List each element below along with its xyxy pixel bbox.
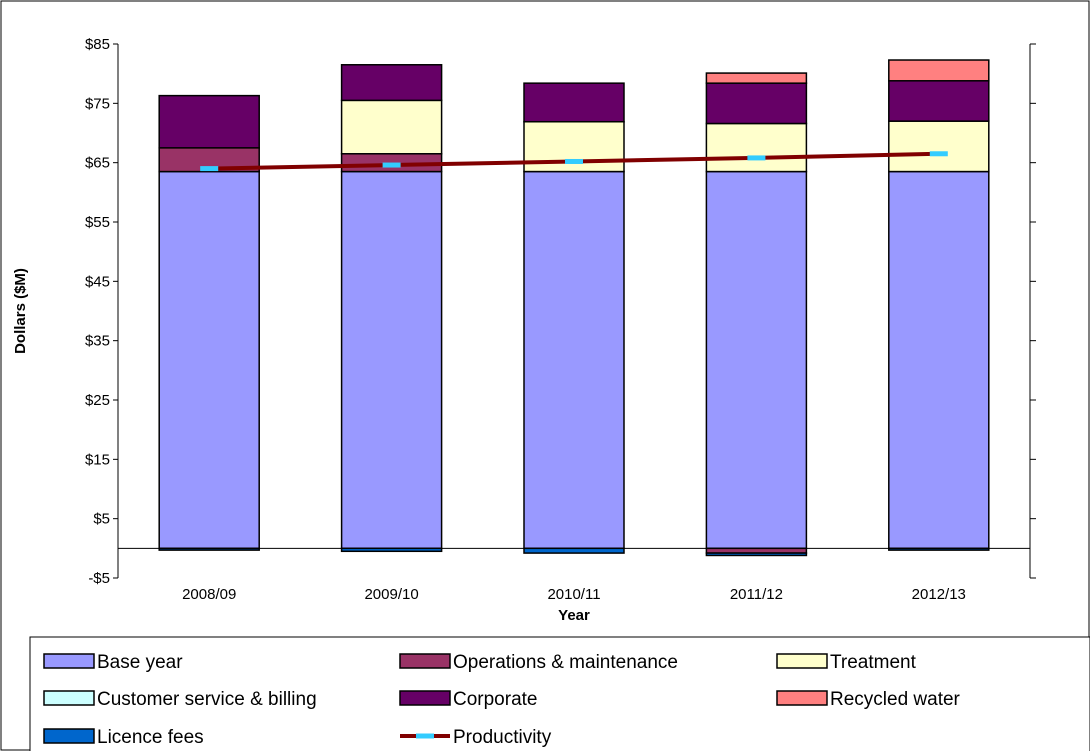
legend-label: Recycled water (830, 689, 961, 710)
legend-swatch (399, 690, 451, 706)
bar-segment (888, 170, 990, 550)
y-tick-label: $55 (85, 214, 110, 231)
legend-box (29, 636, 1090, 756)
bar-segment (523, 170, 625, 550)
bar-segment (888, 120, 990, 173)
bar-segment (340, 547, 443, 553)
bar-segment (158, 170, 260, 550)
bar-segment (340, 99, 443, 155)
bar-segment (340, 64, 443, 102)
bar-segment (888, 547, 990, 551)
legend-label: Treatment (830, 652, 917, 673)
x-tick-label: 2009/10 (364, 586, 418, 603)
x-tick-label: 2010/11 (547, 586, 600, 603)
bar-segment (888, 80, 990, 122)
y-tick-label: $65 (85, 155, 110, 172)
bar-segment (523, 82, 625, 123)
legend-label: Licence fees (97, 727, 204, 748)
legend-label: Base year (97, 652, 183, 673)
x-tick-label: 2012/13 (912, 586, 966, 603)
x-axis-title: Year (558, 607, 590, 624)
legend-label: Customer service & billing (97, 689, 317, 710)
y-tick-label: $35 (85, 333, 110, 350)
productivity-marker (382, 162, 401, 168)
legend-label: Productivity (453, 727, 552, 748)
legend-swatch (43, 728, 95, 744)
productivity-marker (929, 151, 948, 157)
y-tick-label: $75 (85, 95, 110, 112)
y-tick-label: $45 (85, 273, 110, 290)
bar-segment (705, 82, 808, 125)
y-tick-label: $25 (85, 392, 110, 409)
legend-line-marker (416, 733, 434, 739)
legend-swatch (43, 690, 95, 706)
legend-swatch (776, 690, 828, 706)
bar-segment (705, 72, 808, 84)
productivity-marker (565, 158, 583, 164)
legend-swatch (43, 653, 95, 669)
y-tick-label: $85 (85, 36, 110, 53)
bar-segment (158, 94, 260, 149)
y-tick-label: $5 (93, 511, 110, 528)
bar-segment (705, 552, 808, 557)
y-tick-label: -$5 (88, 570, 110, 587)
productivity-marker (747, 155, 766, 161)
bar-segment (523, 547, 625, 554)
x-tick-label: 2011/12 (730, 586, 783, 603)
bar-segment (340, 170, 443, 550)
legend-label: Operations & maintenance (453, 652, 678, 673)
productivity-marker (200, 166, 219, 172)
y-tick-label: $15 (85, 451, 110, 468)
legend-label: Corporate (453, 689, 538, 710)
bar-segment (888, 59, 990, 82)
legend-swatch (776, 653, 828, 669)
bar-segment (705, 170, 808, 550)
legend-swatch (399, 653, 451, 669)
x-tick-label: 2008/09 (182, 586, 236, 603)
bar-segment (158, 547, 260, 551)
bar-segment (705, 122, 808, 173)
y-axis-title: Dollars ($M) (12, 268, 29, 354)
